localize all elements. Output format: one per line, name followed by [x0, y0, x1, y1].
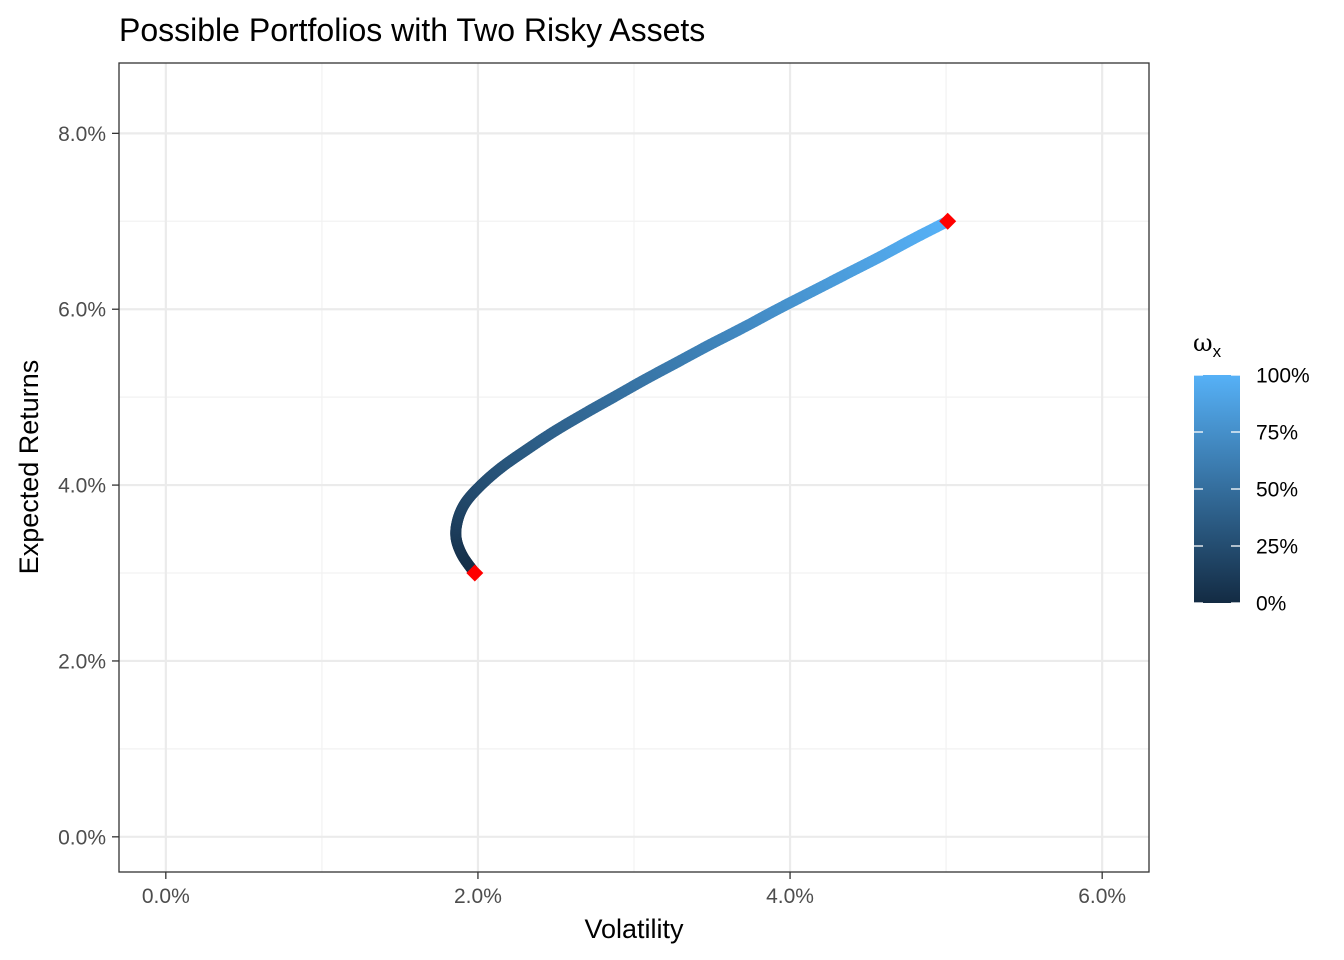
legend: ωx 0% 25% 50% 75% 100%: [1193, 329, 1310, 616]
legend-label: 50%: [1256, 479, 1298, 502]
legend-label: 25%: [1256, 536, 1298, 559]
x-axis: 0.0% 2.0% 4.0% 6.0%: [142, 872, 1126, 908]
y-tick-label: 6.0%: [58, 299, 106, 322]
plot-border: [118, 62, 1150, 873]
frontier-curve: [450, 215, 954, 579]
legend-title-symbol: ω: [1193, 329, 1213, 357]
chart-title: Possible Portfolios with Two Risky Asset…: [119, 12, 705, 48]
legend-title: ωx: [1193, 329, 1222, 361]
y-axis: 0.0% 2.0% 4.0% 6.0% 8.0%: [58, 123, 119, 849]
x-axis-title: Volatility: [584, 914, 684, 944]
legend-title-subscript: x: [1213, 342, 1222, 361]
y-tick-label: 4.0%: [58, 475, 106, 498]
legend-label: 100%: [1256, 365, 1310, 388]
x-tick-label: 4.0%: [766, 885, 814, 908]
endpoint-marker: [939, 212, 957, 230]
grid-major: [119, 63, 1149, 872]
endpoint-markers: [466, 212, 957, 582]
x-tick-label: 6.0%: [1078, 885, 1126, 908]
legend-ticks: 0% 25% 50% 75% 100%: [1194, 365, 1310, 616]
y-tick-label: 8.0%: [58, 123, 106, 146]
grid-minor: [119, 63, 1149, 872]
y-tick-label: 2.0%: [58, 650, 106, 673]
x-tick-label: 0.0%: [142, 885, 190, 908]
y-axis-title: Expected Returns: [14, 360, 44, 575]
legend-label: 75%: [1256, 422, 1298, 445]
endpoint-marker: [466, 564, 484, 582]
x-tick-label: 2.0%: [454, 885, 502, 908]
y-tick-label: 0.0%: [58, 826, 106, 849]
legend-label: 0%: [1256, 593, 1286, 616]
